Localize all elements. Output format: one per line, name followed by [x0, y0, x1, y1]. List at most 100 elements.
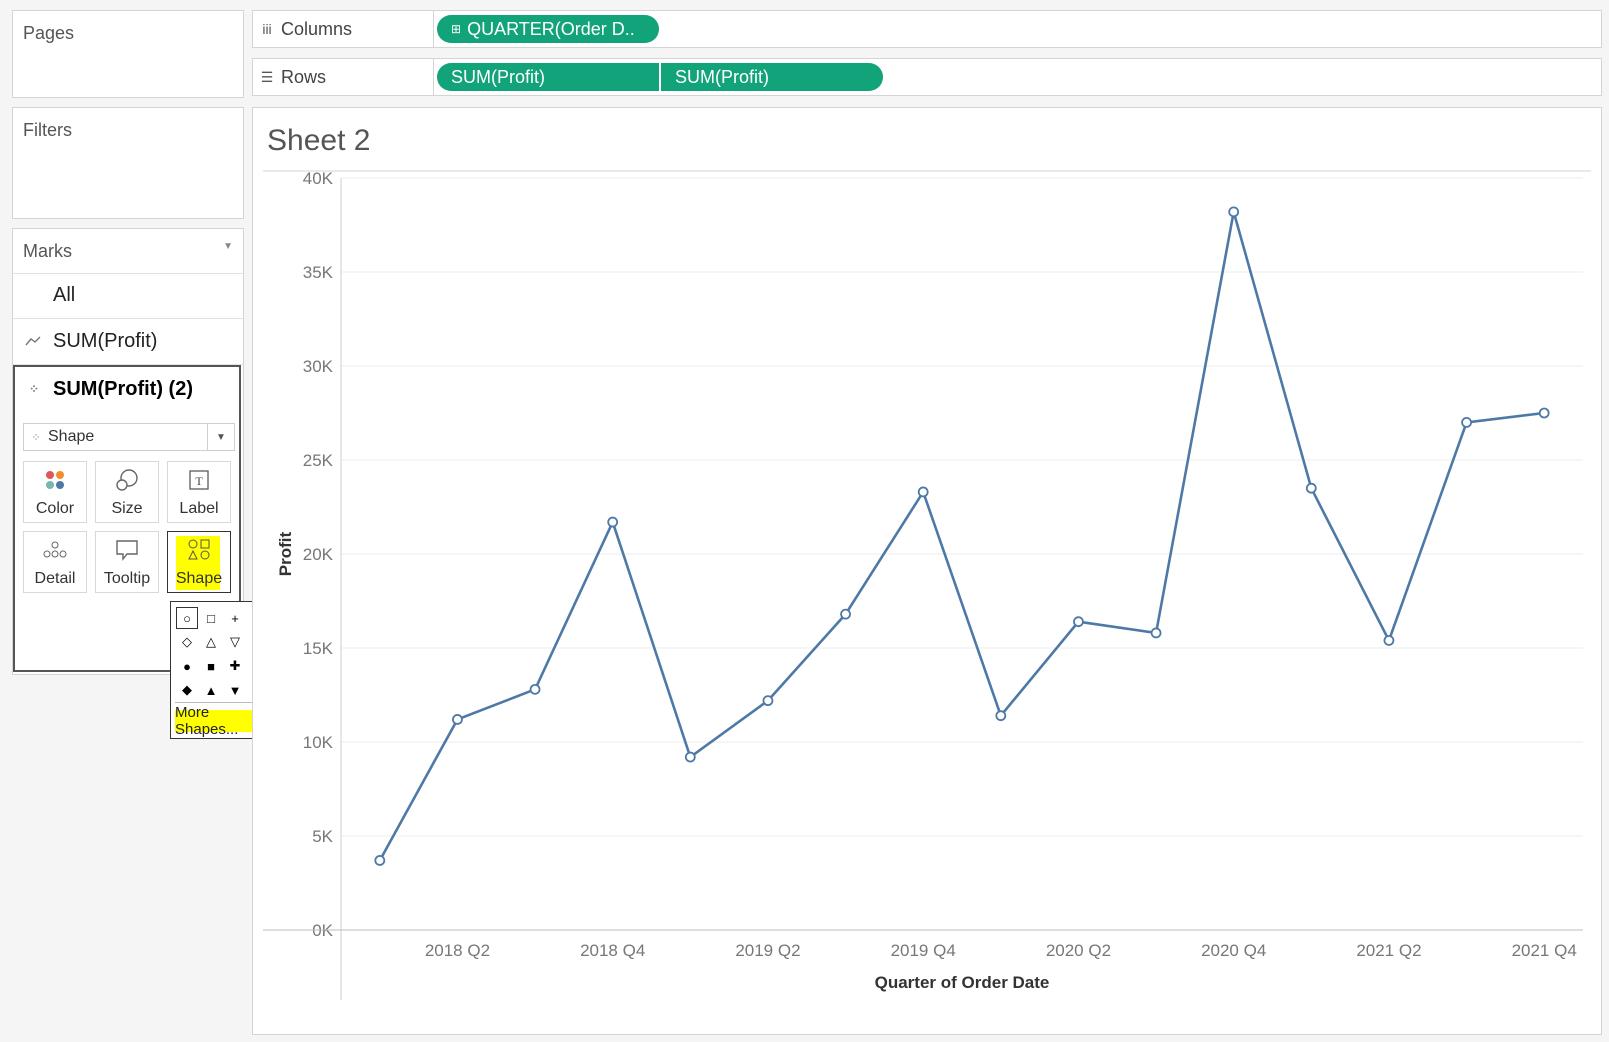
size-button[interactable]: Size	[95, 461, 159, 523]
shape-option-5[interactable]: ◇	[182, 634, 192, 649]
data-point-2018-q4[interactable]	[607, 516, 619, 528]
data-point-2021-q3[interactable]	[1461, 416, 1472, 428]
columns-icon: iii	[262, 21, 272, 37]
shape-option-1[interactable]: □	[207, 610, 215, 626]
data-point-2019-q4[interactable]	[917, 486, 929, 498]
marks-title: Marks	[23, 241, 72, 261]
x-tick-label: 2020 Q4	[1201, 941, 1266, 960]
marks-card-selected: ⁘ SUM(Profit) (2) ⁘ Shape ▼ Color Size T	[13, 365, 241, 672]
shape-type-icon: ⁘	[31, 431, 41, 444]
x-tick-label: 2018 Q2	[425, 941, 490, 960]
marks-row-sum-profit-2[interactable]: ⁘ SUM(Profit) (2)	[15, 367, 239, 411]
rows-label: Rows	[281, 66, 327, 87]
x-tick-label: 2019 Q4	[891, 941, 956, 960]
data-point-2019-q2[interactable]	[762, 695, 774, 707]
rows-shelf-label: ☰ Rows	[253, 59, 434, 95]
data-point-2019-q3[interactable]	[840, 608, 851, 620]
rows-pill-2-label: SUM(Profit)	[675, 66, 769, 87]
columns-label: Columns	[281, 18, 353, 39]
text-label-icon: T	[168, 462, 230, 498]
color-icon	[24, 462, 86, 498]
shape-option-2[interactable]: +	[231, 610, 239, 626]
shape-option-16[interactable]: ▲	[204, 682, 218, 698]
filters-label: Filters	[23, 120, 72, 140]
detail-button[interactable]: Detail	[23, 531, 87, 593]
rows-pill-2[interactable]: SUM(Profit)	[661, 63, 883, 91]
size-label: Size	[111, 500, 143, 517]
label-button[interactable]: T Label	[167, 461, 231, 523]
pages-panel[interactable]: Pages	[12, 10, 244, 98]
data-point-2018-q3[interactable]	[529, 683, 541, 695]
chart-view[interactable]: Sheet 2 0K 5K 10K 15K 20K 25K 30K 35K 40K 2018 Q2…	[252, 107, 1602, 1035]
y-tick-label: 5K	[312, 827, 333, 846]
data-point-2021-q4[interactable]	[1538, 407, 1550, 419]
svg-text:T: T	[195, 474, 203, 488]
shape-option-17[interactable]: ▼	[228, 682, 242, 698]
data-point-2021-q1[interactable]	[1305, 482, 1317, 494]
data-point-2020-q1[interactable]	[995, 710, 1007, 722]
x-tick-label: 2019 Q2	[735, 941, 800, 960]
dropdown-arrow-icon: ▼	[207, 424, 234, 450]
mark-type-label: Shape	[48, 428, 95, 445]
y-tick-label: 20K	[303, 545, 334, 564]
y-tick-label: 30K	[303, 357, 334, 376]
shape-option-7[interactable]: ▽	[230, 634, 240, 649]
data-point-2018-q1[interactable]	[374, 855, 386, 866]
rows-pill-1[interactable]: SUM(Profit)	[437, 63, 659, 91]
shape-highlight	[176, 536, 220, 590]
marks-row-all-label: All	[53, 284, 76, 306]
marks-card: Marks ▼ All SUM(Profit) ⁘ SUM(Profit) (2…	[12, 228, 244, 675]
more-shapes-link[interactable]: More Shapes...	[175, 704, 267, 738]
shape-option-0[interactable]: ○	[175, 606, 199, 630]
data-point-2020-q2[interactable]	[1073, 616, 1084, 628]
tooltip-label: Tooltip	[103, 570, 151, 587]
marks-row-sum-profit[interactable]: SUM(Profit)	[13, 319, 243, 365]
data-point-2019-q1[interactable]	[684, 751, 696, 763]
label-label: Label	[179, 500, 219, 517]
size-icon	[96, 462, 158, 498]
tooltip-icon	[96, 532, 158, 568]
columns-pill-quarter[interactable]: ⊞ QUARTER(Order D..	[437, 15, 659, 43]
columns-pill-label: QUARTER(Order D..	[467, 18, 635, 39]
data-point-2020-q4[interactable]	[1228, 206, 1240, 218]
profit-series-line[interactable]	[378, 211, 1545, 862]
caret-down-icon[interactable]: ▼	[223, 241, 233, 252]
tooltip-button[interactable]: Tooltip	[95, 531, 159, 593]
pages-label: Pages	[23, 23, 75, 43]
detail-icon	[24, 532, 86, 568]
expand-icon: ⊞	[451, 22, 462, 36]
marks-header[interactable]: Marks ▼	[13, 229, 243, 274]
shape-option-12[interactable]: ✚	[229, 658, 241, 673]
shape-option-15[interactable]: ◆	[182, 682, 192, 697]
data-point-2021-q2[interactable]	[1383, 635, 1395, 646]
rows-icon: ☰	[260, 68, 274, 85]
color-button[interactable]: Color	[23, 461, 87, 523]
shape-mark-icon: ⁘	[28, 382, 40, 396]
x-tick-label: 2021 Q2	[1356, 941, 1421, 960]
columns-shelf-label: iii Columns	[253, 11, 434, 47]
x-tick-label: 2020 Q2	[1046, 941, 1111, 960]
shape-option-11[interactable]: ■	[207, 658, 215, 674]
data-point-2020-q3[interactable]	[1150, 627, 1162, 639]
y-tick-label: 10K	[303, 733, 334, 752]
columns-shelf[interactable]: iii Columns ⊞ QUARTER(Order D..	[252, 10, 1602, 48]
mark-type-dropdown[interactable]: ⁘ Shape ▼	[23, 423, 235, 451]
shape-option-6[interactable]: △	[206, 634, 216, 649]
filters-panel[interactable]: Filters	[12, 107, 244, 219]
shape-button[interactable]: Shape	[167, 531, 231, 593]
marks-row-sum-profit-label: SUM(Profit)	[53, 330, 158, 352]
shape-option-10[interactable]: ●	[183, 658, 191, 674]
y-tick-label: 25K	[303, 451, 334, 470]
x-axis-title: Quarter of Order Date	[875, 973, 1050, 992]
y-tick-label: 35K	[303, 263, 334, 282]
marks-row-all[interactable]: All	[13, 273, 243, 319]
x-tick-label: 2018 Q4	[580, 941, 645, 960]
detail-label: Detail	[34, 570, 76, 587]
y-tick-label: 15K	[303, 639, 334, 658]
y-tick-label: 40K	[303, 170, 334, 188]
rows-shelf[interactable]: ☰ Rows SUM(Profit) SUM(Profit)	[252, 58, 1602, 96]
marks-row-sum-profit-2-label: SUM(Profit) (2)	[53, 377, 193, 400]
color-label: Color	[35, 500, 75, 517]
data-point-2018-q2[interactable]	[452, 714, 463, 725]
